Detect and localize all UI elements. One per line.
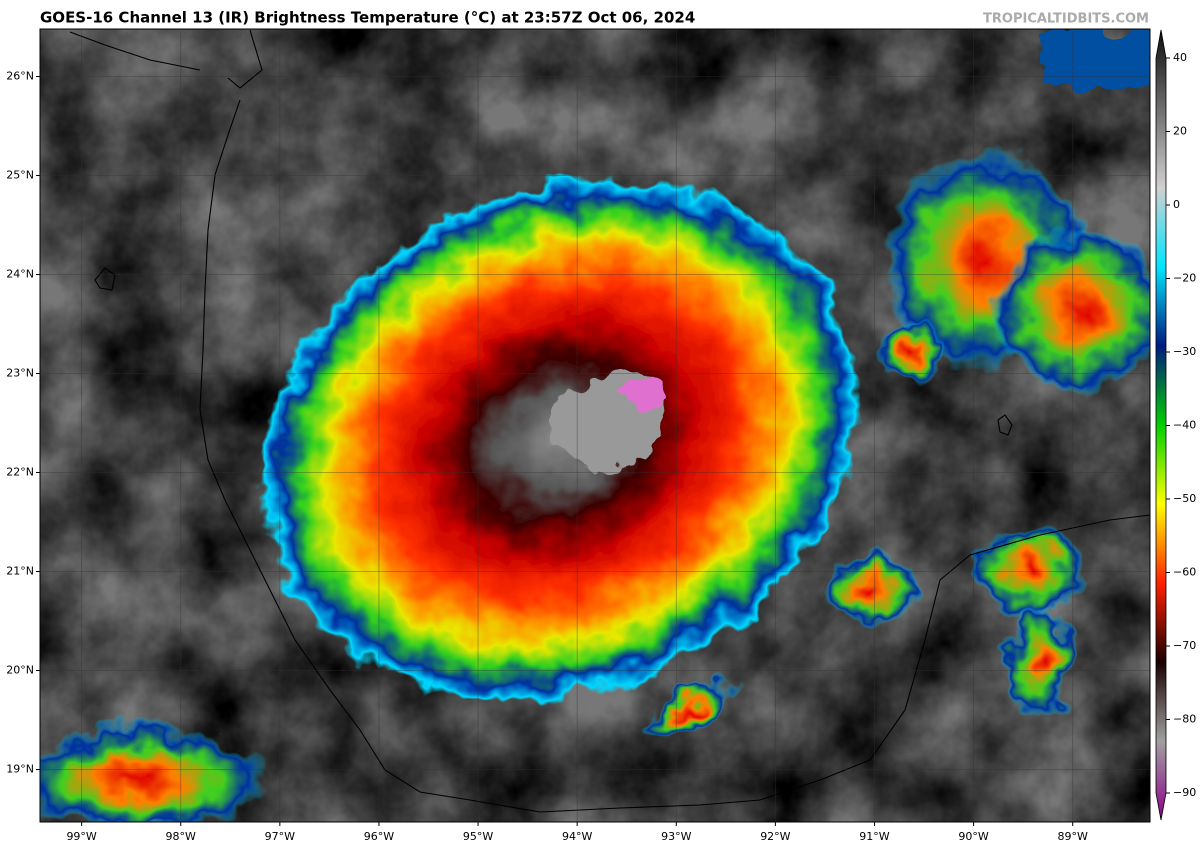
satellite-image (40, 29, 1150, 822)
y-tick-label: 20°N (6, 664, 34, 677)
coastline (69, 29, 1150, 813)
y-tick-label: 24°N (6, 268, 34, 281)
colorbar: 40 20 0 −20 −30 −40 −50 −60 −70 −80 −90 (1155, 29, 1196, 821)
x-tick-label: 91°W (859, 830, 889, 843)
cloud-top (1040, 29, 1150, 89)
x-tick-label: 94°W (562, 830, 592, 843)
title: GOES-16 Channel 13 (IR) Brightness Tempe… (40, 9, 695, 27)
colorbar-label: −70 (1173, 639, 1196, 652)
colorbar-label: −40 (1173, 419, 1196, 432)
x-tick-label: 89°W (1058, 830, 1088, 843)
colorbar-label: −80 (1173, 713, 1196, 726)
x-tick-label: 96°W (364, 830, 394, 843)
x-tick-label: 98°W (166, 830, 196, 843)
colorbar-label: 20 (1173, 125, 1187, 138)
colorbar-label: 0 (1173, 198, 1180, 211)
colorbar-label: −20 (1173, 272, 1196, 285)
colorbar-body (1155, 29, 1167, 821)
map-frame (39, 28, 1151, 823)
colorbar-label: −60 (1173, 566, 1196, 579)
watermark: TROPICALTIDBITS.COM (983, 12, 1149, 27)
y-tick-label: 19°N (6, 763, 34, 776)
y-tick-label: 22°N (6, 466, 34, 479)
y-tick-label: 21°N (6, 565, 34, 578)
colorbar-label: −30 (1173, 345, 1196, 358)
colorbar-label: −90 (1173, 786, 1196, 799)
x-tick-label: 95°W (463, 830, 493, 843)
y-tick-label: 25°N (6, 169, 34, 182)
colorbar-label: 40 (1173, 51, 1187, 64)
hurricane (40, 150, 1150, 822)
colorbar-label: −50 (1173, 492, 1196, 505)
x-tick-label: 92°W (760, 830, 790, 843)
x-tick-label: 97°W (265, 830, 295, 843)
x-tick-label: 90°W (958, 830, 988, 843)
x-tick-label: 99°W (66, 830, 96, 843)
y-tick-label: 23°N (6, 367, 34, 380)
x-tick-label: 93°W (661, 830, 691, 843)
y-tick-label: 26°N (6, 70, 34, 83)
